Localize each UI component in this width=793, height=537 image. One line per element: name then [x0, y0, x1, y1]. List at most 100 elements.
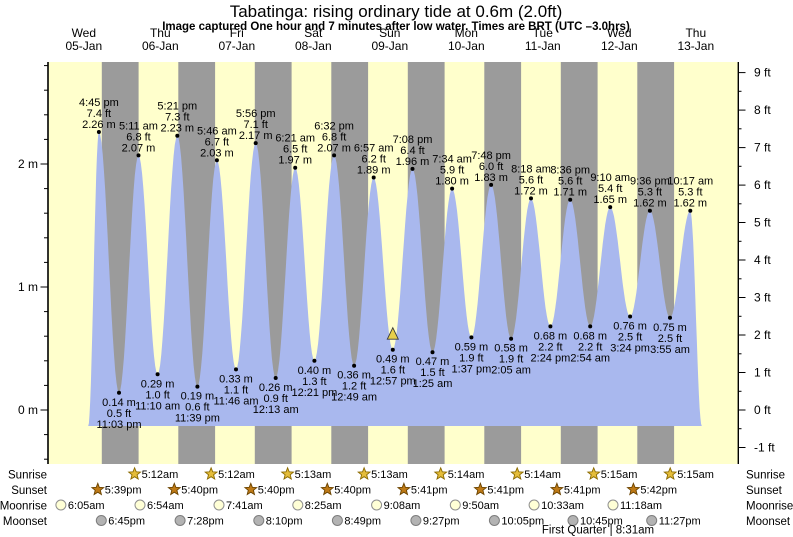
low-tide-time-label: 12:57 pm — [370, 376, 416, 388]
tide-point-dot — [136, 153, 141, 158]
moonrise-time: 7:41am — [226, 500, 263, 512]
right-axis-tick-label: 1 ft — [754, 366, 771, 380]
tide-point-dot — [390, 347, 395, 352]
axes-layer: 2 m 1 m 0 m 9 ft 8 ft 7 ft 6 ft 5 ft 4 ft 3 ft 2 f… — [18, 62, 775, 464]
day-date-label: 13-Jan — [677, 39, 714, 53]
tide-point-dot — [509, 336, 514, 341]
right-axis-tick-label: 8 ft — [754, 103, 771, 117]
moonrise-circle — [449, 499, 461, 511]
high-tide-m-label: 2.23 m — [160, 123, 194, 135]
high-tide-m-label: 1.65 m — [593, 194, 627, 206]
high-tide-time-label: 7:34 am — [432, 154, 472, 166]
high-tide-ft-label: 5.9 ft — [440, 165, 464, 177]
high-tide-time-label: 5:56 pm — [236, 108, 276, 120]
sunset-star — [549, 482, 564, 496]
low-tide-ft-label: 1.2 ft — [342, 381, 366, 393]
tide-point-dot — [647, 208, 652, 213]
day-date-label: 11-Jan — [525, 39, 561, 53]
high-tide-ft-label: 5.3 ft — [638, 187, 662, 199]
tide-point-dot — [450, 186, 455, 191]
low-tide-time-label: 11:03 pm — [96, 419, 141, 431]
sunrise-star — [357, 466, 372, 480]
moonset-circle — [174, 515, 186, 526]
high-tide-time-label: 8:36 pm — [550, 165, 590, 177]
tide-point-dot — [273, 376, 278, 380]
low-tide-m-label: 0.47 m — [416, 356, 450, 368]
moonrise-circle — [134, 499, 146, 511]
low-tide-m-label: 0.33 m — [219, 373, 253, 385]
moonset-circle — [253, 515, 265, 526]
right-axis-tick-label: 2 ft — [754, 328, 771, 342]
low-tide-ft-label: 2.2 ft — [538, 341, 562, 353]
low-tide-m-label: 0.59 m — [455, 341, 489, 353]
high-tide-time-label: 6:57 am — [354, 143, 394, 155]
high-tide-event: 6:32 pm6.8 ft2.07 m — [314, 120, 354, 158]
moonset-time: 7:28pm — [187, 516, 224, 528]
low-tide-ft-label: 1.1 ft — [224, 384, 248, 396]
sunrise-time: 5:13am — [371, 469, 408, 481]
sunrise-star — [204, 466, 219, 480]
high-tide-event: 5:56 pm7.1 ft2.17 m — [236, 108, 276, 146]
tide-point-dot — [155, 372, 160, 377]
low-tide-m-label: 0.40 m — [298, 365, 332, 377]
tide-point-dot — [371, 175, 376, 180]
sunset-star — [626, 482, 641, 496]
low-tide-event: 0.47 m1.5 ft1:25 am — [413, 350, 452, 390]
sunset-row-label-right: Sunset — [746, 485, 783, 497]
sunset-time: 5:39pm — [105, 485, 142, 497]
sunrise-star — [663, 466, 678, 480]
sunrise-star — [433, 466, 448, 480]
high-tide-ft-label: 5.6 ft — [519, 174, 543, 186]
moonrise-circle — [371, 499, 383, 511]
moonset-row: 6:45pm 7:28pm 8:10pm 8:49pm 9:27pm 10:05pm 10:… — [95, 515, 701, 528]
low-tide-ft-label: 1.9 ft — [499, 354, 523, 366]
day-date-label: 06-Jan — [142, 39, 179, 53]
right-axis-tick-label: 9 ft — [754, 66, 771, 80]
day-date-label: 08-Jan — [295, 39, 332, 53]
low-tide-event: 0.68 m2.2 ft2:54 am — [570, 324, 610, 364]
high-tide-event: 6:57 am6.2 ft1.89 m — [354, 143, 394, 180]
tide-point-dot — [688, 208, 693, 213]
moonset-time: 8:10pm — [266, 516, 303, 528]
high-tide-m-label: 2.07 m — [122, 142, 156, 154]
sunset-star — [167, 482, 182, 496]
moonrise-time: 6:05am — [68, 500, 105, 512]
high-tide-time-label: 6:21 am — [275, 133, 315, 145]
left-axis-line — [47, 62, 49, 464]
high-tide-m-label: 2.26 m — [82, 119, 116, 131]
high-tide-m-label: 2.03 m — [200, 147, 234, 159]
high-tide-event: 8:18 am5.6 ft1.72 m — [511, 163, 551, 201]
low-tide-m-label: 0.19 m — [181, 391, 215, 403]
left-axis-tick-label: 2 m — [18, 157, 38, 171]
tide-point-dot — [628, 314, 633, 319]
tide-point-dot — [214, 158, 219, 163]
day-header-layer: Wed05-JanThu06-JanFri07-JanSat08-JanSun0… — [65, 26, 714, 53]
moon-phase-footnote: First Quarter | 8:31am — [542, 525, 654, 537]
high-tide-time-label: 9:36 pm — [630, 176, 670, 188]
sunrise-time: 5:15am — [601, 469, 638, 481]
right-axis-tick-label: 6 ft — [754, 178, 771, 192]
sunrise-star — [280, 466, 295, 480]
tide-point-dot — [489, 182, 494, 187]
high-tide-time-label: 4:45 pm — [79, 97, 119, 109]
high-tide-m-label: 1.62 m — [633, 198, 667, 210]
high-tide-m-label: 1.62 m — [673, 198, 707, 210]
tide-point-dot — [469, 335, 474, 340]
high-tide-m-label: 2.07 m — [317, 142, 351, 154]
moonset-circle — [331, 515, 343, 526]
low-tide-m-label: 0.58 m — [494, 343, 528, 355]
sunset-time: 5:40pm — [181, 485, 218, 497]
right-axis-tick-label: 4 ft — [754, 253, 771, 267]
day-name-label: Thu — [685, 26, 706, 40]
sunrise-time: 5:12am — [142, 469, 179, 481]
tide-point-dot — [175, 133, 180, 138]
high-tide-ft-label: 6.7 ft — [205, 136, 229, 148]
moonset-circle — [567, 515, 579, 526]
day-name-label: Wed — [72, 26, 96, 40]
